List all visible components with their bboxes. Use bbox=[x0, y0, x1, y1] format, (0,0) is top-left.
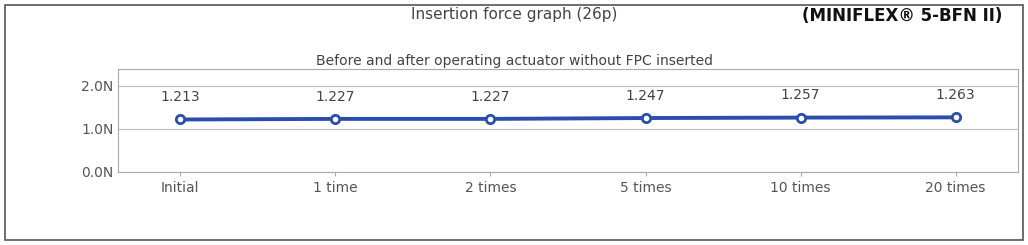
Text: Insertion force graph (26p): Insertion force graph (26p) bbox=[411, 7, 617, 22]
Text: 1.247: 1.247 bbox=[626, 89, 665, 103]
Text: 1.227: 1.227 bbox=[471, 90, 510, 104]
Text: 1.263: 1.263 bbox=[935, 88, 976, 102]
Text: 1.257: 1.257 bbox=[781, 88, 820, 102]
Text: Before and after operating actuator without FPC inserted: Before and after operating actuator with… bbox=[316, 54, 712, 68]
Text: (MINIFLEX® 5-BFN II): (MINIFLEX® 5-BFN II) bbox=[802, 7, 1002, 25]
Text: 1.227: 1.227 bbox=[316, 90, 355, 104]
Text: 1.213: 1.213 bbox=[160, 90, 200, 104]
